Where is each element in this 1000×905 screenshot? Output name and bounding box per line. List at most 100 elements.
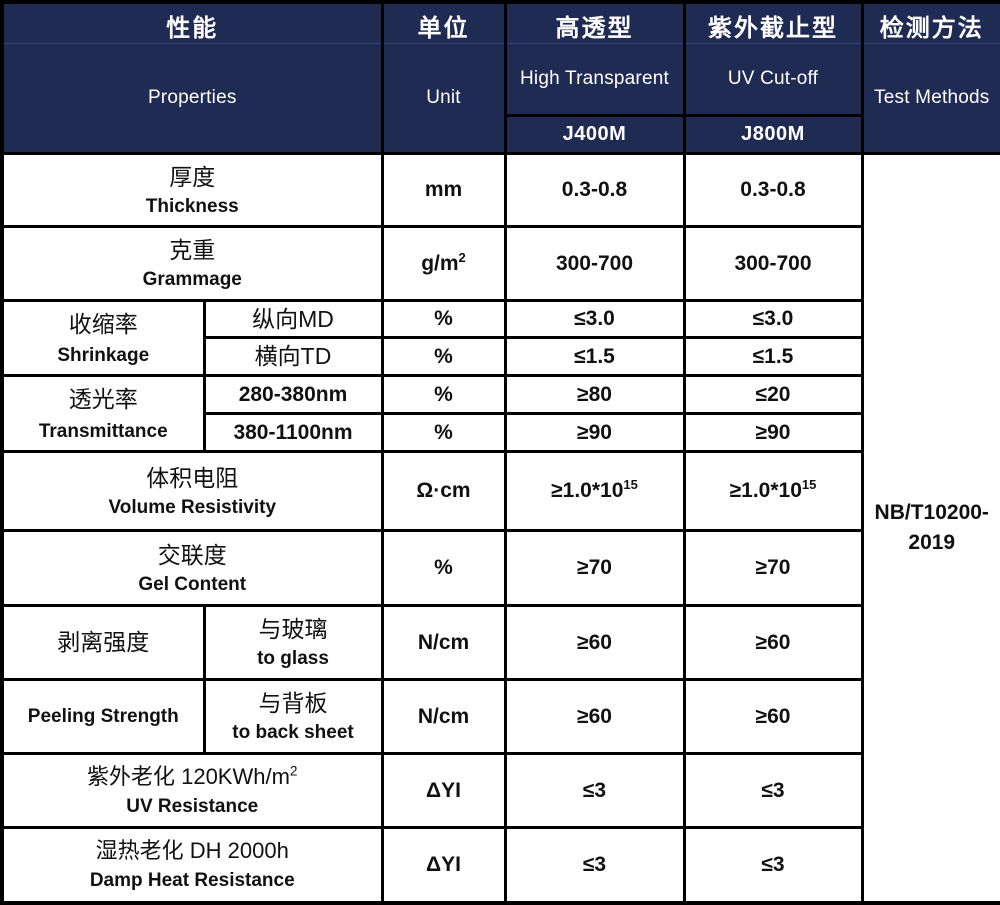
table-header: 性能 单位 高透型 紫外截止型 检测方法 Properties Unit Hig… <box>0 2 1000 154</box>
damp-heat-j400m: ≤3 <box>503 826 686 904</box>
header-test-methods-en: Test Methods <box>860 43 1000 154</box>
thickness-unit: mm <box>380 152 507 228</box>
header-high-transparent-zh: 高透型 <box>503 2 686 44</box>
volume-resistivity-j800m-base: ≥1.0*10 <box>729 479 802 502</box>
volume-resistivity-label-zh: 体积电阻 <box>146 464 239 491</box>
row-peeling-glass: 剥离强度 与玻璃 to glass N/cm ≥60 ≥60 <box>0 604 1000 681</box>
grammage-unit-base: g/m <box>421 251 459 275</box>
shrinkage-td-j400m: ≤1.5 <box>503 336 686 377</box>
header-uv-cutoff-en: UV Cut-off <box>682 43 864 117</box>
damp-heat-label-zh: 湿热老化 DH 2000h <box>95 838 289 864</box>
row-transmittance-uv: 透光率 Transmittance 280-380nm % ≥80 ≤20 <box>0 374 1000 453</box>
row-damp-heat: 湿热老化 DH 2000h Damp Heat Resistance ΔYI ≤… <box>0 826 1000 904</box>
header-high-transparent-en: High Transparent <box>503 43 686 117</box>
transmittance-uv-j800m: ≤20 <box>682 374 864 415</box>
row-grammage: 克重 Grammage g/m2 300-700 300-700 <box>0 225 1000 302</box>
gel-content-unit: % <box>380 529 507 607</box>
uv-resistance-label-zh: 紫外老化 120KWh/m2 <box>8 761 377 793</box>
volume-resistivity-j400m-base: ≥1.0*10 <box>551 479 624 502</box>
peeling-glass-sublabel-en: to glass <box>257 648 329 670</box>
peeling-glass-sublabel: 与玻璃 to glass <box>202 604 384 681</box>
volume-resistivity-j400m: ≥1.0*1015 <box>503 450 686 532</box>
volume-resistivity-j400m-sup: 15 <box>623 477 638 492</box>
peeling-backsheet-j800m: ≥60 <box>682 678 864 755</box>
damp-heat-unit: ΔYI <box>380 826 507 904</box>
gel-content-j800m: ≥70 <box>682 529 864 607</box>
transmittance-label-en: Transmittance <box>38 420 168 442</box>
volume-resistivity-label: 体积电阻 Volume Resistivity <box>0 450 384 532</box>
header-row-en: Properties Unit High Transparent UV Cut-… <box>0 43 1000 154</box>
row-uv-resistance: 紫外老化 120KWh/m2 UV Resistance ΔYI ≤3 ≤3 <box>0 752 1000 829</box>
test-method-line1: NB/T10200- <box>874 501 989 525</box>
peeling-backsheet-sublabel: 与背板 to back sheet <box>202 678 384 755</box>
damp-heat-j800m: ≤3 <box>682 826 864 904</box>
shrinkage-md-j400m: ≤3.0 <box>503 299 686 339</box>
peeling-backsheet-unit: N/cm <box>380 678 507 755</box>
damp-heat-label-en: Damp Heat Resistance <box>89 870 295 892</box>
header-uv-cutoff-zh: 紫外截止型 <box>682 2 864 44</box>
header-unit-en: Unit <box>380 43 507 154</box>
grammage-j400m: 300-700 <box>503 225 686 302</box>
peeling-glass-sublabel-zh: 与玻璃 <box>258 616 328 643</box>
shrinkage-label-en: Shrinkage <box>57 344 150 366</box>
uv-resistance-label-zh-base: 紫外老化 120KWh/m <box>86 764 290 790</box>
uv-resistance-j800m: ≤3 <box>682 752 864 829</box>
peeling-backsheet-j400m: ≥60 <box>503 678 686 755</box>
shrinkage-md-unit: % <box>380 299 507 339</box>
transmittance-uv-j400m: ≥80 <box>503 374 686 415</box>
row-shrinkage-td: 横向TD % ≤1.5 ≤1.5 <box>2 336 1000 377</box>
header-properties-zh: 性能 <box>0 2 384 44</box>
shrinkage-td-unit: % <box>380 336 507 377</box>
row-volume-resistivity: 体积电阻 Volume Resistivity Ω·cm ≥1.0*1015 ≥… <box>0 450 1000 532</box>
thickness-label: 厚度 Thickness <box>0 152 384 228</box>
uv-resistance-label: 紫外老化 120KWh/m2 UV Resistance <box>0 752 384 829</box>
shrinkage-label-zh: 收缩率 <box>68 310 138 337</box>
transmittance-vis-j400m: ≥90 <box>503 412 686 453</box>
transmittance-uv-unit: % <box>380 374 507 415</box>
grammage-label-zh: 克重 <box>169 237 216 264</box>
peeling-backsheet-sublabel-en: to back sheet <box>232 722 354 744</box>
shrinkage-label: 收缩率 Shrinkage <box>0 299 206 377</box>
grammage-label-en: Grammage <box>142 269 242 291</box>
shrinkage-td-j800m: ≤1.5 <box>682 336 864 377</box>
row-shrinkage-md: 收缩率 Shrinkage 纵向MD % ≤3.0 ≤3.0 <box>0 299 1000 377</box>
transmittance-vis-unit: % <box>380 412 507 453</box>
volume-resistivity-j800m-sup: 15 <box>801 477 817 492</box>
volume-resistivity-j800m: ≥1.0*1015 <box>682 450 864 532</box>
header-row-models: J400M J800M <box>2 115 1000 154</box>
uv-resistance-unit: ΔYI <box>380 752 507 829</box>
shrinkage-td-label: 横向TD <box>202 336 384 377</box>
volume-resistivity-label-en: Volume Resistivity <box>108 496 277 518</box>
peeling-glass-j800m: ≥60 <box>682 604 864 681</box>
header-properties-en: Properties <box>0 43 384 154</box>
grammage-unit: g/m2 <box>380 225 507 302</box>
header-model-j800m: J800M <box>682 115 864 154</box>
thickness-label-zh: 厚度 <box>169 163 216 190</box>
gel-content-label: 交联度 Gel Content <box>0 529 384 607</box>
peeling-backsheet-sublabel-zh: 与背板 <box>258 690 328 717</box>
peeling-strength-label-zh: 剥离强度 <box>0 604 206 681</box>
volume-resistivity-unit: Ω·cm <box>380 450 507 532</box>
row-peeling-backsheet: Peeling Strength 与背板 to back sheet N/cm … <box>0 678 1000 755</box>
uv-resistance-j400m: ≤3 <box>503 752 686 829</box>
grammage-j800m: 300-700 <box>682 225 864 302</box>
row-transmittance-vis: 380-1100nm % ≥90 ≥90 <box>2 412 1000 453</box>
thickness-j800m: 0.3-0.8 <box>682 152 864 228</box>
shrinkage-md-label: 纵向MD <box>202 299 384 339</box>
test-method-value: NB/T10200- 2019 <box>860 152 1000 904</box>
peeling-glass-unit: N/cm <box>380 604 507 681</box>
transmittance-uv-label: 280-380nm <box>202 374 384 415</box>
shrinkage-md-j800m: ≤3.0 <box>682 299 864 339</box>
peeling-strength-label-en: Peeling Strength <box>0 678 206 755</box>
header-unit-zh: 单位 <box>380 2 507 44</box>
grammage-unit-sup: 2 <box>458 249 466 265</box>
damp-heat-label: 湿热老化 DH 2000h Damp Heat Resistance <box>0 826 384 904</box>
gel-content-label-en: Gel Content <box>138 573 247 595</box>
test-method-line2: 2019 <box>908 530 956 554</box>
transmittance-vis-label: 380-1100nm <box>202 412 384 453</box>
thickness-label-en: Thickness <box>145 195 239 217</box>
header-test-methods-zh: 检测方法 <box>860 2 1000 44</box>
transmittance-label: 透光率 Transmittance <box>0 374 206 453</box>
gel-content-label-zh: 交联度 <box>157 541 227 568</box>
grammage-label: 克重 Grammage <box>0 225 384 302</box>
